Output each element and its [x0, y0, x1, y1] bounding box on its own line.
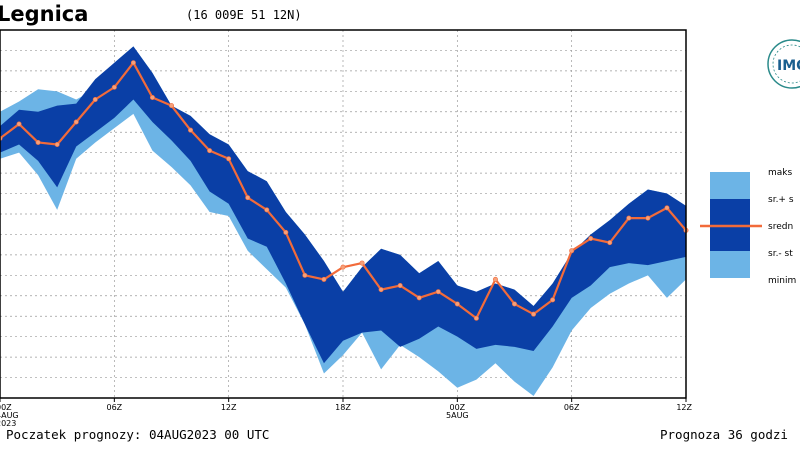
band-std [0, 46, 686, 364]
mean-point [435, 289, 441, 295]
station-title: Legnica [0, 2, 88, 26]
legend: maks sr.+ s sredn sr.- st minim [700, 168, 796, 286]
x-tick-sublabel: 4AUG [0, 411, 19, 420]
mean-point [664, 205, 670, 211]
mean-point [130, 60, 136, 66]
mean-point [226, 156, 232, 162]
legend-label-max: maks [768, 168, 792, 178]
mean-point [588, 236, 594, 242]
legend-label-min: minim [768, 276, 796, 286]
station-coordinates: (16 009E 51 12N) [186, 8, 302, 22]
mean-point [188, 127, 194, 133]
x-axis-ticks: 00Z4AUG202306Z12Z18Z00Z5AUG06Z12Z [0, 398, 693, 428]
mean-point [607, 240, 613, 246]
legend-swatch-min [710, 251, 750, 278]
x-tick-label: 12Z [221, 403, 237, 412]
mean-point [473, 315, 479, 321]
mean-point [245, 195, 251, 201]
x-tick-label: 18Z [335, 403, 351, 412]
mean-point [149, 94, 155, 100]
mean-point [569, 248, 575, 254]
logo-text: IMG [777, 58, 800, 74]
mean-point [264, 207, 270, 213]
legend-label-mean: sredn [768, 222, 793, 232]
mean-series [0, 60, 689, 321]
mean-point [302, 272, 308, 278]
x-tick-label: 06Z [106, 403, 122, 412]
mean-point [397, 283, 403, 289]
mean-point [16, 121, 22, 127]
mean-point [340, 264, 346, 270]
mean-point [207, 148, 213, 154]
mean-point [283, 229, 289, 235]
x-tick-label: 12Z [676, 403, 692, 412]
mean-point [511, 301, 517, 307]
ensemble-bands [0, 46, 686, 396]
mean-point [454, 301, 460, 307]
mean-point [54, 141, 60, 147]
x-tick-label: 00Z [0, 403, 12, 412]
legend-label-std-plus: sr.+ s [768, 195, 794, 205]
mean-point [359, 260, 365, 266]
x-tick-sublabel: 5AUG [446, 411, 469, 420]
mean-point [92, 97, 98, 103]
legend-label-std-minus: sr.- st [768, 249, 793, 259]
legend-swatch-max [710, 172, 750, 199]
x-tick-label: 00Z [449, 403, 465, 412]
mean-point [35, 139, 41, 145]
mean-point [531, 311, 537, 317]
x-tick-label: 06Z [564, 403, 580, 412]
mean-point [321, 276, 327, 282]
mean-point [626, 215, 632, 221]
mean-point [416, 295, 422, 301]
imgw-logo-icon: IMG [767, 39, 800, 89]
mean-point [73, 119, 79, 125]
mean-point [645, 215, 651, 221]
mean-point [111, 84, 117, 90]
x-tick-sublabel: 2023 [0, 419, 16, 428]
mean-point [492, 276, 498, 282]
mean-point [378, 287, 384, 293]
mean-point [550, 297, 556, 303]
mean-point [169, 103, 175, 109]
forecast-start: Poczatek prognozy: 04AUG2023 00 UTC [6, 427, 269, 442]
forecast-length: Prognoza 36 godzi [660, 427, 788, 442]
